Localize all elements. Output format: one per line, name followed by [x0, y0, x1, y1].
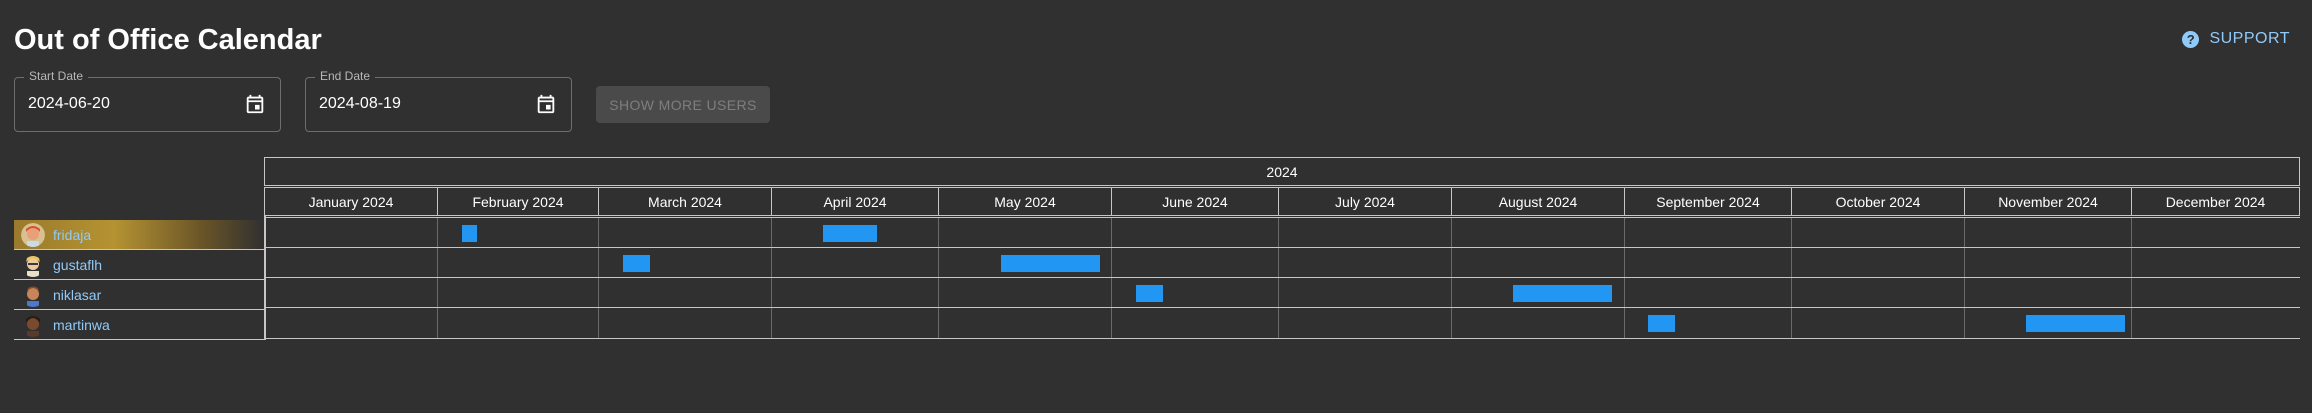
month-divider — [1964, 217, 1965, 339]
page-title: Out of Office Calendar — [14, 24, 322, 56]
month-header-october: October 2024 — [1791, 187, 1965, 216]
end-date-field[interactable]: End Date 2024-08-19 — [305, 69, 572, 132]
month-header-july: July 2024 — [1278, 187, 1452, 216]
support-link[interactable]: ? SUPPORT — [2182, 30, 2290, 48]
month-divider — [2131, 217, 2132, 339]
support-label: SUPPORT — [2209, 30, 2290, 47]
year-header: 2024 — [264, 157, 2300, 186]
month-header-january: January 2024 — [264, 187, 438, 216]
user-name[interactable]: fridaja — [53, 226, 92, 243]
user-row-martinwa[interactable]: martinwa — [14, 310, 264, 339]
user-row-niklasar[interactable]: niklasar — [14, 280, 264, 309]
calendar-icon[interactable] — [244, 93, 266, 115]
month-header-august: August 2024 — [1451, 187, 1625, 216]
month-divider — [1278, 217, 1279, 339]
absence-bar[interactable] — [2026, 315, 2125, 332]
user-column-divider — [264, 216, 266, 340]
month-divider — [771, 217, 772, 339]
end-date-label: End Date — [315, 69, 376, 83]
month-divider — [598, 217, 599, 339]
calendar-grid: 2024 January 2024 February 2024 March 20… — [264, 157, 2301, 340]
user-row-fridaja[interactable]: fridaja — [14, 220, 264, 249]
month-divider — [1624, 217, 1625, 339]
month-divider — [1791, 217, 1792, 339]
avatar — [21, 252, 45, 277]
row-divider — [264, 247, 2300, 248]
user-name[interactable]: niklasar — [53, 286, 102, 303]
absence-bar[interactable] — [623, 255, 650, 272]
avatar — [21, 312, 45, 337]
absence-bar[interactable] — [1648, 315, 1675, 332]
row-divider — [264, 217, 2300, 218]
user-row-divider — [14, 309, 264, 310]
month-header-december: December 2024 — [2131, 187, 2300, 216]
month-header-november: November 2024 — [1964, 187, 2132, 216]
show-more-users-button[interactable]: SHOW MORE USERS — [596, 86, 770, 123]
user-row-gustaflh[interactable]: gustaflh — [14, 250, 264, 279]
row-divider — [264, 307, 2300, 308]
month-divider — [1451, 217, 1452, 339]
absence-bar[interactable] — [1513, 285, 1612, 302]
month-header-march: March 2024 — [598, 187, 772, 216]
month-divider — [1111, 217, 1112, 339]
user-row-divider — [14, 249, 264, 250]
row-divider — [264, 338, 2300, 339]
absence-bar[interactable] — [823, 225, 877, 242]
month-header-february: February 2024 — [437, 187, 599, 216]
end-date-value[interactable]: 2024-08-19 — [319, 95, 401, 112]
month-header-may: May 2024 — [938, 187, 1112, 216]
start-date-label: Start Date — [24, 69, 89, 83]
month-header-september: September 2024 — [1624, 187, 1792, 216]
user-row-divider — [14, 339, 264, 340]
avatar — [21, 222, 45, 247]
month-divider — [437, 217, 438, 339]
start-date-field[interactable]: Start Date 2024-06-20 — [14, 69, 281, 132]
calendar-icon[interactable] — [535, 93, 557, 115]
avatar — [21, 282, 45, 307]
user-name[interactable]: martinwa — [53, 316, 110, 333]
user-name[interactable]: gustaflh — [53, 256, 103, 273]
absence-bar[interactable] — [1136, 285, 1163, 302]
month-divider — [938, 217, 939, 339]
row-divider — [264, 277, 2300, 278]
month-header-june: June 2024 — [1111, 187, 1279, 216]
start-date-value[interactable]: 2024-06-20 — [28, 95, 110, 112]
help-icon: ? — [2182, 30, 2200, 48]
absence-bar[interactable] — [462, 225, 477, 242]
absence-bar[interactable] — [1001, 255, 1100, 272]
month-header-april: April 2024 — [771, 187, 939, 216]
user-row-divider — [14, 279, 264, 280]
